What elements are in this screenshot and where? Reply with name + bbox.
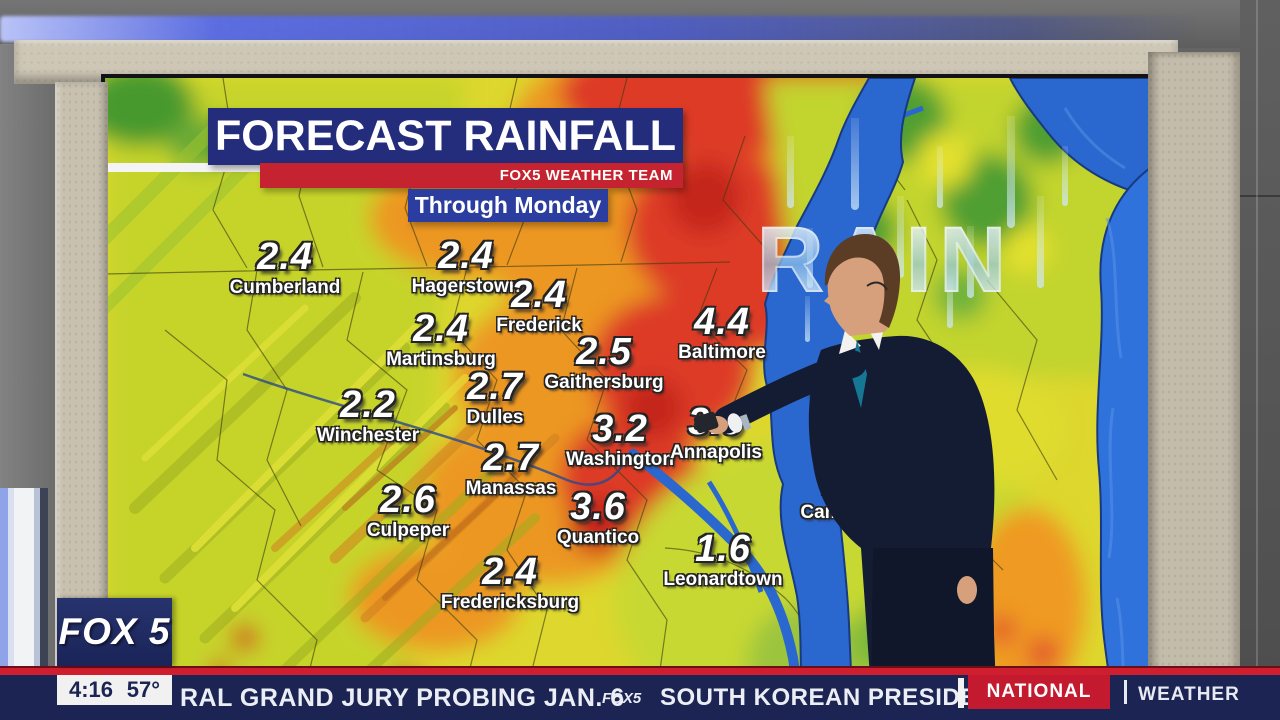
- raindrop-icon: [1007, 116, 1015, 228]
- ticker-divider: [958, 678, 964, 708]
- clock-time: 4:16: [69, 677, 114, 702]
- station-manassas: 2.7 Manassas: [465, 437, 557, 500]
- station-city: Culpeper: [366, 520, 450, 542]
- category-badge: NATIONAL: [968, 675, 1110, 709]
- station-city: Hagerstown: [411, 276, 521, 298]
- raindrop-icon: [947, 276, 953, 328]
- station-leonardtown: 1.6 Leonardtown: [663, 528, 783, 591]
- station-fredericksburg: 2.4 Fredericksburg: [440, 551, 580, 614]
- station-value: 2.2: [340, 384, 396, 427]
- raindrop-icon: [851, 118, 859, 210]
- station-culpeper: 2.6 Culpeper: [366, 479, 450, 542]
- station-city: Leonardtown: [663, 569, 783, 591]
- time-temp-box: 4:16 57°: [57, 675, 172, 705]
- station-value: 2.4: [482, 551, 538, 594]
- wall-seam: [1240, 195, 1280, 197]
- station-value: 1.5: [822, 461, 878, 504]
- raindrop-icon: [897, 196, 904, 278]
- studio-led-strip: [0, 16, 1195, 42]
- category-next: WEATHER: [1138, 684, 1240, 705]
- forecast-map: RAIN FORECAST RAINFALL FOX5 WEATHER TEAM…: [105, 78, 1150, 720]
- banner-weather-team: FOX5 WEATHER TEAM: [260, 163, 683, 188]
- station-city: Annapolis: [670, 442, 762, 464]
- station-value: 2.7: [483, 437, 539, 480]
- water-layer: [242, 78, 1150, 720]
- station-value: 1.6: [695, 528, 751, 571]
- county-lines: [105, 78, 1058, 720]
- station-city: Cambridge: [800, 502, 900, 524]
- station-city: Baltimore: [678, 342, 766, 364]
- station-value: 2.6: [380, 479, 436, 522]
- station-value: 2.4: [413, 308, 469, 351]
- station-city: Frederick: [496, 315, 582, 337]
- station-gaithersburg: 2.5 Gaithersburg: [544, 331, 664, 394]
- station-city: Washington: [566, 449, 674, 471]
- raindrop-icon: [1037, 196, 1044, 288]
- station-value: 3.0: [688, 401, 744, 444]
- banner-white-strip: [105, 163, 261, 172]
- ticker-fox5-logo: FOX5: [602, 689, 642, 707]
- station-value: 2.4: [257, 236, 313, 279]
- station-value: 2.7: [467, 366, 523, 409]
- station-washington: 3.2 Washington: [566, 408, 674, 471]
- station-value: 3.2: [592, 408, 648, 451]
- station-martinsburg: 2.4 Martinsburg: [386, 308, 496, 371]
- terrain-ridges: [105, 111, 560, 720]
- station-value: 2.4: [438, 235, 494, 278]
- station-winchester: 2.2 Winchester: [316, 384, 420, 447]
- station-value: 1.: [804, 359, 838, 402]
- station-city: Manassas: [465, 478, 557, 500]
- station-annapolis: 3.0 Annapolis: [670, 401, 762, 464]
- station-hagerstown: 2.4 Hagerstown: [411, 235, 521, 298]
- videowall-frame-right: [1148, 52, 1240, 720]
- station-logo: FOX 5: [57, 598, 172, 666]
- station-partial: 1.: [804, 359, 838, 402]
- temperature: 57°: [126, 677, 160, 702]
- studio-wall-right: [1240, 0, 1280, 720]
- station-cumberland: 2.4 Cumberland: [229, 236, 341, 299]
- raindrop-icon: [1062, 146, 1068, 206]
- station-value: 4.4: [694, 301, 750, 344]
- raindrop-icon: [787, 136, 794, 208]
- wall-highlight: [1256, 0, 1258, 720]
- raindrop-icon: [805, 296, 810, 342]
- station-frederick: 2.4 Frederick: [496, 274, 582, 337]
- station-city: Martinsburg: [386, 349, 496, 371]
- station-cambridge: 1.5 Cambridge: [800, 461, 900, 524]
- station-value: 3.6: [570, 486, 626, 529]
- station-dulles: 2.7 Dulles: [466, 366, 524, 429]
- ticker-divider: [1124, 680, 1127, 704]
- raindrop-icon: [937, 146, 943, 208]
- ticker-headline-1: RAL GRAND JURY PROBING JAN. 6: [180, 683, 625, 712]
- ticker-red-line: [0, 666, 1280, 675]
- station-quantico: 3.6 Quantico: [556, 486, 640, 549]
- raindrop-icon: [967, 226, 974, 298]
- station-city: Dulles: [466, 407, 524, 429]
- station-value: 2.4: [511, 274, 567, 317]
- station-city: Fredericksburg: [440, 592, 580, 614]
- videowall-frame-top: [14, 40, 1178, 84]
- banner-title: FORECAST RAINFALL: [208, 108, 683, 165]
- station-city: Gaithersburg: [544, 372, 664, 394]
- banner-subtitle: Through Monday: [408, 189, 608, 222]
- station-baltimore: 4.4 Baltimore: [678, 301, 766, 364]
- station-city: Quantico: [556, 527, 640, 549]
- station-city: Cumberland: [229, 277, 341, 299]
- station-city: Winchester: [316, 425, 420, 447]
- raindrop-icon: [807, 228, 813, 288]
- station-value: 2.5: [576, 331, 632, 374]
